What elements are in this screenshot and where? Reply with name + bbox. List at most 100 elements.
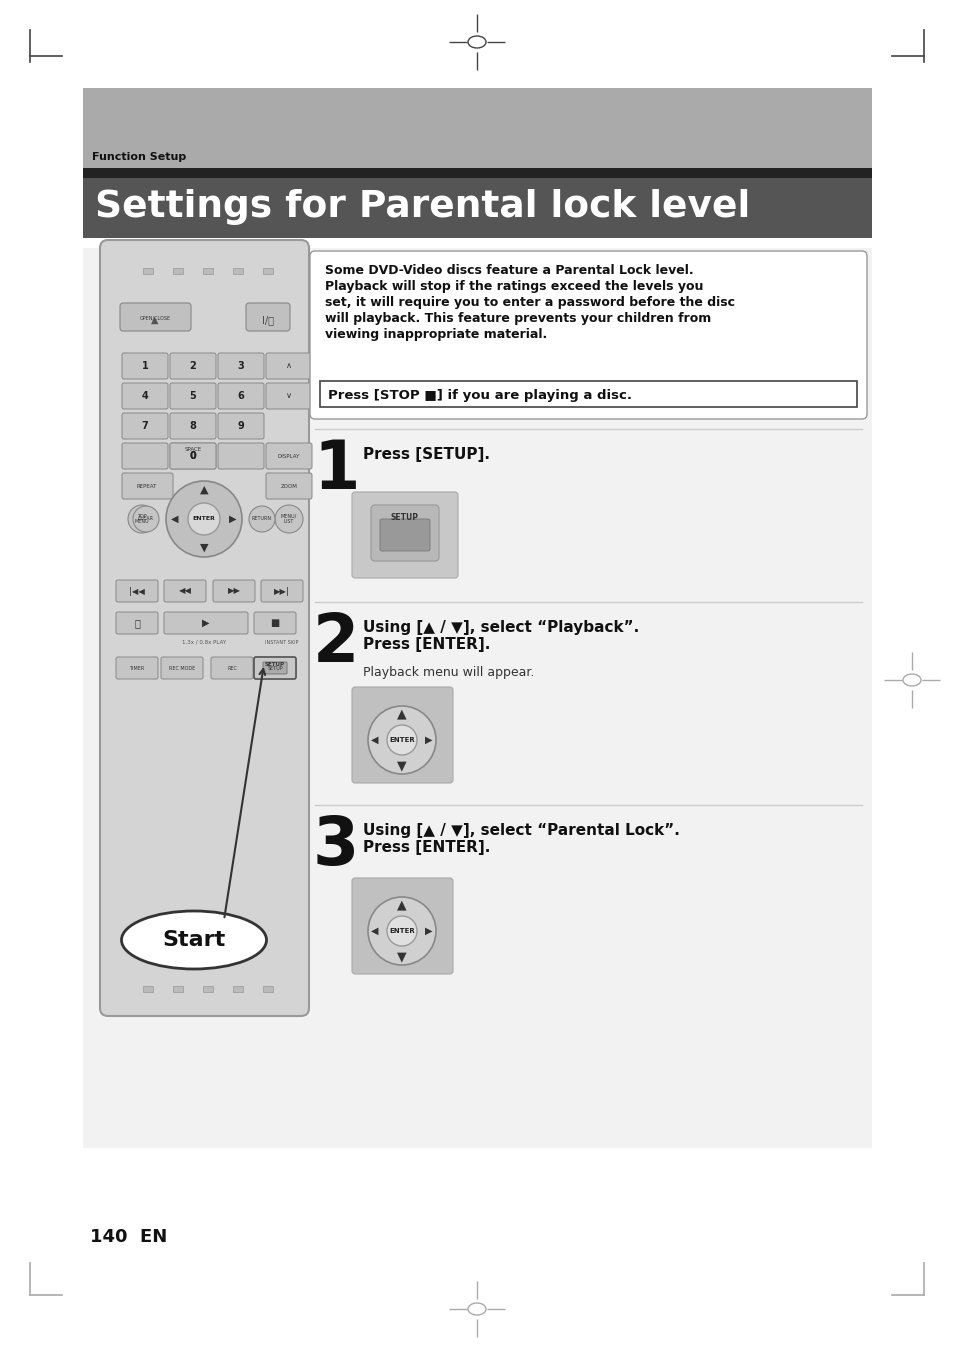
Text: ⏸: ⏸: [134, 617, 140, 628]
FancyBboxPatch shape: [261, 580, 303, 603]
Text: ∨: ∨: [286, 390, 292, 400]
Text: Start: Start: [162, 929, 226, 950]
Text: Some DVD-Video discs feature a Parental Lock level.
Playback will stop if the ra: Some DVD-Video discs feature a Parental …: [325, 263, 734, 340]
Text: 3: 3: [313, 813, 359, 880]
FancyBboxPatch shape: [246, 303, 290, 331]
FancyBboxPatch shape: [266, 443, 312, 469]
Circle shape: [132, 507, 159, 532]
FancyBboxPatch shape: [116, 612, 158, 634]
Bar: [83, 168, 871, 178]
Text: 9: 9: [237, 422, 244, 431]
Circle shape: [128, 505, 156, 534]
Text: SPACE: SPACE: [184, 447, 201, 453]
Text: 0: 0: [190, 451, 196, 461]
Text: ENTER: ENTER: [389, 928, 415, 934]
Text: ▼: ▼: [199, 543, 208, 553]
FancyBboxPatch shape: [218, 443, 264, 469]
Text: ENTER: ENTER: [193, 516, 215, 521]
Text: MENU/
LIST: MENU/ LIST: [280, 513, 296, 524]
Text: ▲: ▲: [396, 898, 406, 912]
FancyBboxPatch shape: [371, 505, 438, 561]
FancyBboxPatch shape: [122, 353, 168, 380]
Bar: [203, 986, 213, 992]
FancyBboxPatch shape: [170, 382, 215, 409]
FancyBboxPatch shape: [122, 413, 168, 439]
Bar: [172, 267, 183, 274]
FancyBboxPatch shape: [266, 382, 312, 409]
FancyBboxPatch shape: [218, 382, 264, 409]
Text: ▲: ▲: [152, 315, 158, 326]
Ellipse shape: [121, 911, 266, 969]
Text: ▶▶|: ▶▶|: [274, 586, 290, 596]
Text: ◀: ◀: [172, 513, 178, 524]
Text: ZOOM: ZOOM: [280, 484, 297, 489]
FancyBboxPatch shape: [122, 473, 172, 499]
Text: ▶: ▶: [229, 513, 236, 524]
Bar: [143, 986, 152, 992]
FancyBboxPatch shape: [116, 580, 158, 603]
Circle shape: [387, 916, 416, 946]
Text: ▶▶: ▶▶: [227, 586, 240, 596]
FancyBboxPatch shape: [161, 657, 203, 680]
FancyBboxPatch shape: [122, 382, 168, 409]
Bar: [319, 381, 856, 407]
Text: 3: 3: [237, 361, 244, 372]
Text: OPEN/CLOSE: OPEN/CLOSE: [139, 316, 171, 322]
Text: Press [STOP ■] if you are playing a disc.: Press [STOP ■] if you are playing a disc…: [328, 389, 631, 403]
FancyBboxPatch shape: [310, 251, 866, 419]
Text: 4: 4: [141, 390, 149, 401]
Text: SETUP: SETUP: [267, 666, 282, 670]
FancyBboxPatch shape: [164, 580, 206, 603]
FancyBboxPatch shape: [116, 657, 158, 680]
Text: Function Setup: Function Setup: [91, 153, 186, 162]
FancyBboxPatch shape: [170, 443, 215, 469]
Text: Settings for Parental lock level: Settings for Parental lock level: [95, 189, 749, 226]
Text: Using [▲ / ▼], select “Playback”.
Press [ENTER].: Using [▲ / ▼], select “Playback”. Press …: [363, 620, 639, 653]
Text: ▲: ▲: [396, 708, 406, 720]
Circle shape: [368, 897, 436, 965]
FancyBboxPatch shape: [263, 662, 287, 674]
Text: ◀: ◀: [371, 925, 378, 936]
FancyBboxPatch shape: [352, 878, 453, 974]
Bar: [263, 986, 273, 992]
Text: RETURN: RETURN: [252, 516, 272, 521]
Text: Press [SETUP].: Press [SETUP].: [363, 447, 490, 462]
Text: ▶: ▶: [202, 617, 210, 628]
FancyBboxPatch shape: [122, 443, 168, 469]
Bar: [83, 88, 871, 168]
FancyBboxPatch shape: [170, 413, 215, 439]
Text: ◀: ◀: [371, 735, 378, 744]
Text: 2: 2: [313, 611, 359, 676]
Text: 1: 1: [141, 361, 149, 372]
FancyBboxPatch shape: [211, 657, 253, 680]
Text: 2: 2: [190, 361, 196, 372]
Bar: [143, 267, 152, 274]
Text: ▼: ▼: [396, 951, 406, 963]
Text: ENTER: ENTER: [389, 738, 415, 743]
FancyBboxPatch shape: [164, 612, 248, 634]
Bar: [203, 267, 213, 274]
Text: CLEAR: CLEAR: [138, 516, 153, 521]
Text: |◀◀: |◀◀: [129, 586, 145, 596]
FancyBboxPatch shape: [379, 519, 430, 551]
Text: REC MODE: REC MODE: [169, 666, 195, 670]
Text: TOP
MENU: TOP MENU: [134, 513, 150, 524]
Text: REC: REC: [227, 666, 236, 670]
FancyBboxPatch shape: [218, 353, 264, 380]
Circle shape: [249, 507, 274, 532]
Text: ▲: ▲: [199, 485, 208, 494]
Text: 0: 0: [190, 451, 196, 461]
Text: 140  EN: 140 EN: [90, 1228, 167, 1246]
Text: DISPLAY: DISPLAY: [277, 454, 300, 458]
FancyBboxPatch shape: [120, 303, 191, 331]
Text: ■: ■: [270, 617, 279, 628]
FancyBboxPatch shape: [253, 612, 295, 634]
Text: 8: 8: [190, 422, 196, 431]
FancyBboxPatch shape: [266, 353, 312, 380]
Text: 7: 7: [141, 422, 149, 431]
Circle shape: [188, 503, 220, 535]
Text: TIMER: TIMER: [130, 666, 145, 670]
FancyBboxPatch shape: [170, 443, 215, 469]
FancyBboxPatch shape: [266, 473, 312, 499]
Text: ▼: ▼: [396, 759, 406, 773]
